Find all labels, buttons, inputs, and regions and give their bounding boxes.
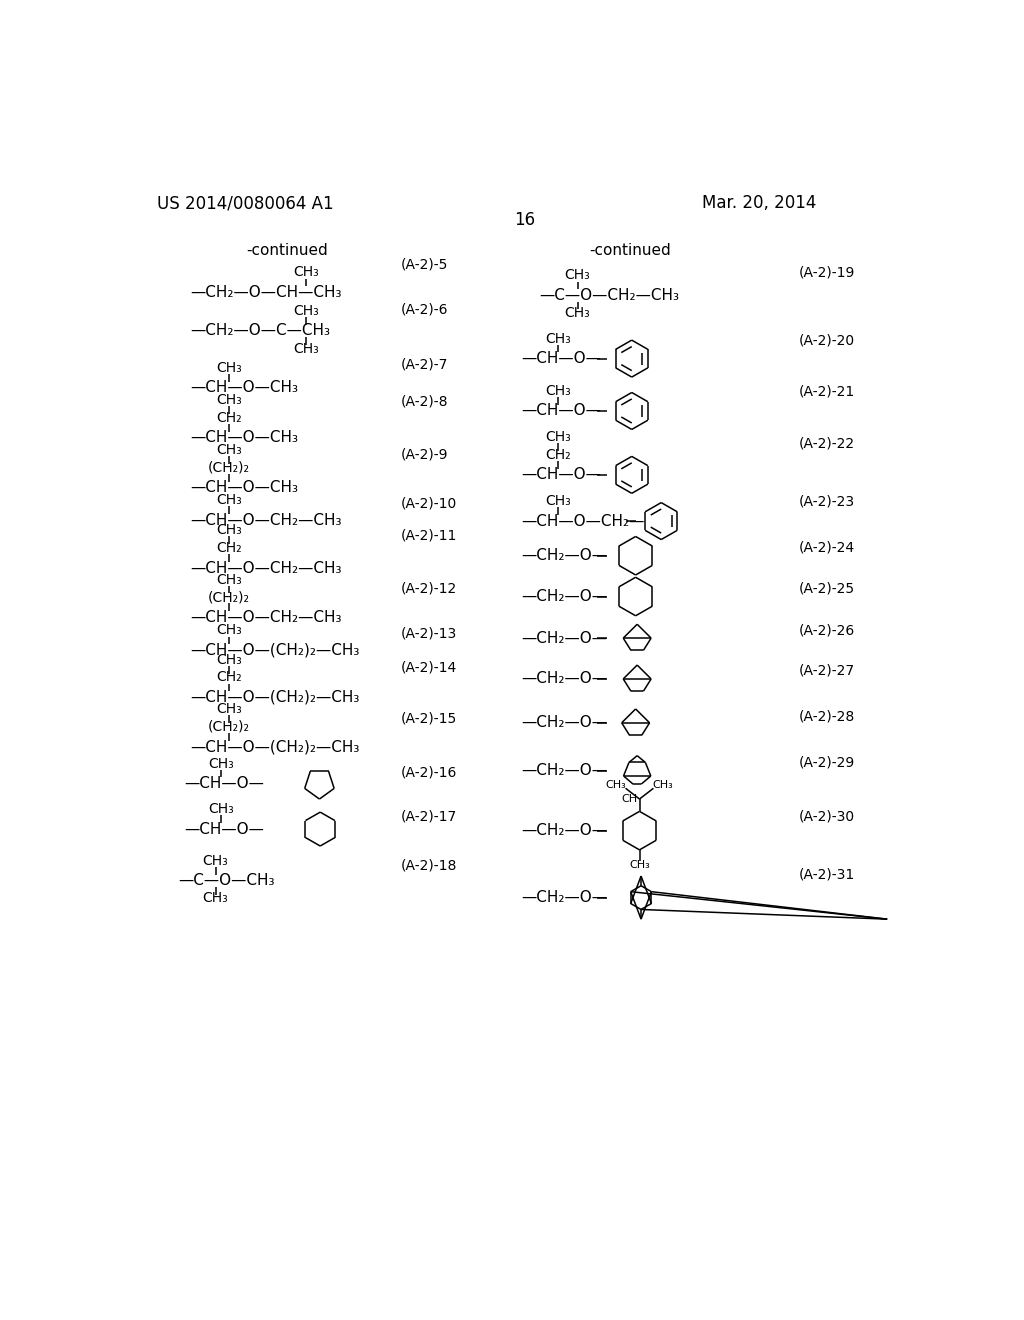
Text: CH₃: CH₃: [545, 331, 571, 346]
Text: —CH—O—: —CH—O—: [521, 351, 601, 366]
Text: CH₃: CH₃: [216, 702, 242, 715]
Text: CH₃: CH₃: [216, 444, 242, 457]
Text: CH₃: CH₃: [293, 342, 319, 356]
Text: CH₃: CH₃: [208, 803, 233, 816]
Text: CH₃: CH₃: [216, 652, 242, 667]
Text: CH₃: CH₃: [545, 430, 571, 444]
Text: —CH—O—CH₂—CH₃: —CH—O—CH₂—CH₃: [190, 512, 341, 528]
Text: —C—O—CH₃: —C—O—CH₃: [178, 873, 274, 888]
Text: —CH₂—O—: —CH₂—O—: [521, 824, 607, 838]
Text: CH₃: CH₃: [545, 384, 571, 397]
Text: CH₃: CH₃: [545, 494, 571, 508]
Text: CH₂: CH₂: [216, 411, 242, 425]
Text: —CH—O—CH₃: —CH—O—CH₃: [190, 430, 298, 445]
Text: US 2014/0080064 A1: US 2014/0080064 A1: [158, 194, 334, 213]
Text: —CH—O—(CH₂)₂—CH₃: —CH—O—(CH₂)₂—CH₃: [190, 643, 359, 657]
Text: Mar. 20, 2014: Mar. 20, 2014: [701, 194, 816, 213]
Text: CH₃: CH₃: [216, 393, 242, 407]
Text: CH₃: CH₃: [293, 265, 319, 280]
Text: —CH₂—O—: —CH₂—O—: [521, 589, 607, 605]
Text: —CH—O—: —CH—O—: [183, 776, 263, 791]
Text: (A-2)-19: (A-2)-19: [799, 265, 855, 280]
Text: (A-2)-20: (A-2)-20: [799, 334, 855, 348]
Text: (CH₂)₂: (CH₂)₂: [208, 590, 250, 605]
Text: CH₃: CH₃: [216, 573, 242, 586]
Text: (A-2)-11: (A-2)-11: [400, 529, 457, 543]
Text: (A-2)-10: (A-2)-10: [400, 496, 457, 511]
Text: CH₂: CH₂: [546, 447, 571, 462]
Text: —CH₂—O—: —CH₂—O—: [521, 715, 607, 730]
Text: —CH₂—O—: —CH₂—O—: [521, 631, 607, 645]
Text: —CH—O—CH₂—CH₃: —CH—O—CH₂—CH₃: [190, 561, 341, 576]
Text: (CH₂)₂: (CH₂)₂: [208, 461, 250, 475]
Text: (A-2)-18: (A-2)-18: [400, 858, 457, 873]
Text: —CH₂—O—CH—CH₃: —CH₂—O—CH—CH₃: [190, 285, 341, 300]
Text: (A-2)-14: (A-2)-14: [400, 660, 457, 675]
Text: (A-2)-16: (A-2)-16: [400, 766, 457, 779]
Text: —CH₂—O—: —CH₂—O—: [521, 672, 607, 686]
Text: CH₃: CH₃: [216, 494, 242, 507]
Text: CH₃: CH₃: [203, 891, 228, 906]
Text: (A-2)-7: (A-2)-7: [400, 358, 449, 372]
Text: (A-2)-8: (A-2)-8: [400, 395, 449, 409]
Text: —CH₂—O—C—CH₃: —CH₂—O—C—CH₃: [190, 323, 330, 338]
Text: (A-2)-22: (A-2)-22: [799, 437, 855, 450]
Text: —C—O—CH₂—CH₃: —C—O—CH₂—CH₃: [539, 288, 679, 304]
Text: (A-2)-28: (A-2)-28: [799, 710, 855, 723]
Text: CH₃: CH₃: [216, 360, 242, 375]
Text: —CH—O—: —CH—O—: [521, 404, 601, 418]
Text: (A-2)-12: (A-2)-12: [400, 581, 457, 595]
Text: CH₃: CH₃: [216, 523, 242, 537]
Text: CH₃: CH₃: [652, 780, 673, 791]
Text: —CH₂—O—: —CH₂—O—: [521, 548, 607, 564]
Text: CH₃: CH₃: [203, 854, 228, 867]
Text: (A-2)-23: (A-2)-23: [799, 494, 855, 508]
Text: CH₃: CH₃: [216, 623, 242, 638]
Text: (A-2)-31: (A-2)-31: [799, 867, 855, 882]
Text: (A-2)-30: (A-2)-30: [799, 809, 855, 824]
Text: (A-2)-24: (A-2)-24: [799, 540, 855, 554]
Text: —CH—O—CH₂—: —CH—O—CH₂—: [521, 513, 645, 528]
Text: (A-2)-25: (A-2)-25: [799, 581, 855, 595]
Text: CH₂: CH₂: [216, 671, 242, 684]
Text: CH₃: CH₃: [606, 780, 627, 791]
Text: CH₃: CH₃: [629, 861, 650, 870]
Text: —CH₂—O—: —CH₂—O—: [521, 890, 607, 906]
Text: —CH—O—(CH₂)₂—CH₃: —CH—O—(CH₂)₂—CH₃: [190, 739, 359, 754]
Text: —CH—O—: —CH—O—: [183, 821, 263, 837]
Text: CH₃: CH₃: [564, 306, 591, 321]
Text: (A-2)-13: (A-2)-13: [400, 627, 457, 640]
Text: (CH₂)₂: (CH₂)₂: [208, 719, 250, 734]
Text: —CH—O—CH₃: —CH—O—CH₃: [190, 380, 298, 396]
Text: —CH—O—(CH₂)₂—CH₃: —CH—O—(CH₂)₂—CH₃: [190, 690, 359, 705]
Text: —CH—O—: —CH—O—: [521, 467, 601, 482]
Text: CH₃: CH₃: [208, 756, 233, 771]
Text: CH₃: CH₃: [293, 304, 319, 318]
Text: —CH₂—O—: —CH₂—O—: [521, 763, 607, 777]
Text: 16: 16: [514, 211, 536, 228]
Text: (A-2)-5: (A-2)-5: [400, 257, 449, 272]
Text: (A-2)-27: (A-2)-27: [799, 664, 855, 677]
Text: -continued: -continued: [246, 243, 328, 259]
Text: (A-2)-9: (A-2)-9: [400, 447, 449, 462]
Text: -continued: -continued: [590, 243, 671, 259]
Text: (A-2)-26: (A-2)-26: [799, 623, 855, 638]
Text: CH₂: CH₂: [216, 541, 242, 554]
Text: —CH—O—CH₃: —CH—O—CH₃: [190, 480, 298, 495]
Text: (A-2)-29: (A-2)-29: [799, 756, 855, 770]
Text: (A-2)-6: (A-2)-6: [400, 302, 449, 317]
Text: (A-2)-17: (A-2)-17: [400, 809, 457, 824]
Text: (A-2)-15: (A-2)-15: [400, 711, 457, 725]
Text: CH: CH: [621, 795, 637, 804]
Text: —CH—O—CH₂—CH₃: —CH—O—CH₂—CH₃: [190, 610, 341, 624]
Text: CH₃: CH₃: [564, 268, 591, 282]
Text: (A-2)-21: (A-2)-21: [799, 384, 855, 399]
